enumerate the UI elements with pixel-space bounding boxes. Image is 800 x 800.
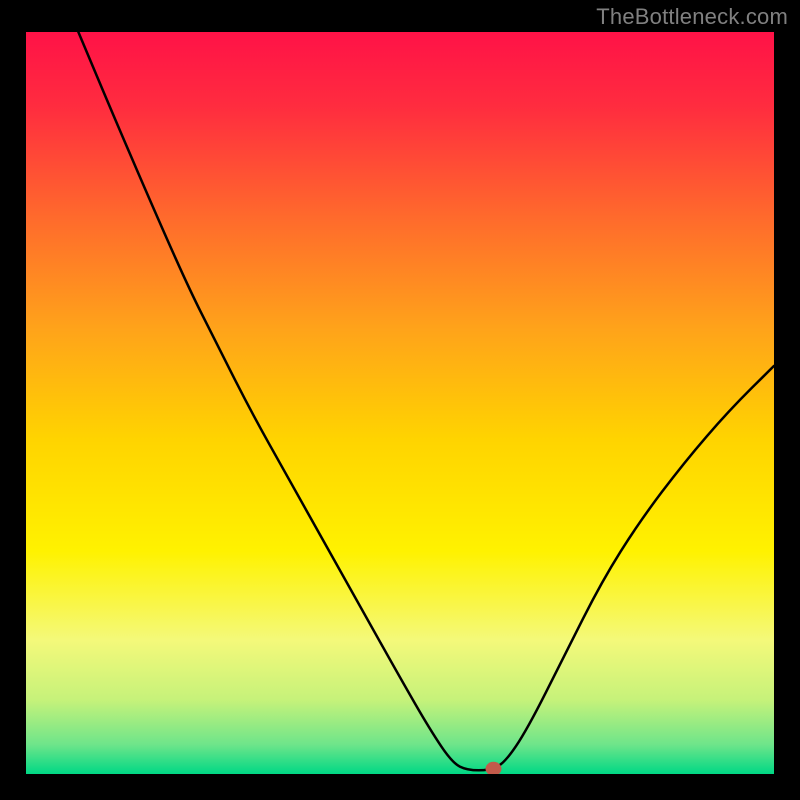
chart-canvas: TheBottleneck.com xyxy=(0,0,800,800)
bottleneck-curve xyxy=(26,32,774,774)
minimum-marker xyxy=(486,762,502,774)
plot-area xyxy=(26,32,774,774)
watermark-text: TheBottleneck.com xyxy=(596,4,788,30)
